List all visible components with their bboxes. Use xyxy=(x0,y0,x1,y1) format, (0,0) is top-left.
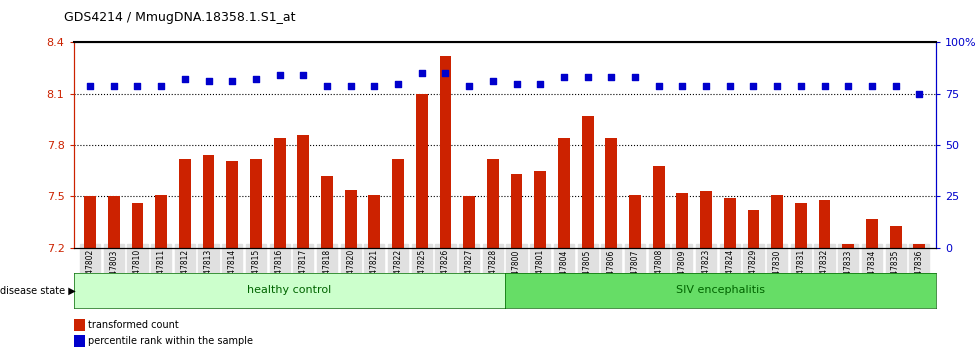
Bar xyxy=(818,200,830,248)
Bar xyxy=(250,159,262,248)
Bar xyxy=(345,190,357,248)
Point xyxy=(224,79,240,84)
Text: healthy control: healthy control xyxy=(247,285,331,295)
Point xyxy=(816,83,832,88)
Point xyxy=(651,83,666,88)
Bar xyxy=(629,195,641,248)
Point xyxy=(485,79,501,84)
Bar xyxy=(416,94,427,248)
Point xyxy=(296,73,312,78)
Point xyxy=(722,83,738,88)
Text: SIV encephalitis: SIV encephalitis xyxy=(676,285,764,295)
Bar xyxy=(297,135,310,248)
Bar xyxy=(226,161,238,248)
Bar xyxy=(368,195,380,248)
Point xyxy=(367,83,382,88)
Point xyxy=(698,83,713,88)
Bar xyxy=(179,159,191,248)
Bar xyxy=(866,219,878,248)
Point xyxy=(674,83,690,88)
Bar xyxy=(606,138,617,248)
Point xyxy=(201,79,217,84)
Text: percentile rank within the sample: percentile rank within the sample xyxy=(88,336,253,346)
Point xyxy=(319,83,335,88)
Text: transformed count: transformed count xyxy=(88,320,179,330)
Point xyxy=(177,76,193,82)
Bar xyxy=(700,191,712,248)
Point xyxy=(153,83,169,88)
Bar xyxy=(724,198,736,248)
Bar xyxy=(131,203,143,248)
Bar xyxy=(155,195,167,248)
Point xyxy=(129,83,145,88)
Point xyxy=(911,91,927,97)
Point xyxy=(106,83,122,88)
Point xyxy=(580,75,596,80)
Point xyxy=(627,75,643,80)
Bar xyxy=(843,244,855,248)
Point xyxy=(793,83,808,88)
Bar xyxy=(771,195,783,248)
Bar xyxy=(748,210,760,248)
Text: GDS4214 / MmugDNA.18358.1.S1_at: GDS4214 / MmugDNA.18358.1.S1_at xyxy=(64,11,295,24)
Bar xyxy=(273,138,285,248)
Bar xyxy=(321,176,333,248)
Point xyxy=(864,83,880,88)
Bar xyxy=(676,193,688,248)
Bar xyxy=(795,203,807,248)
Point xyxy=(556,75,571,80)
Bar xyxy=(84,196,96,248)
Point xyxy=(769,83,785,88)
Point xyxy=(841,83,857,88)
Point xyxy=(604,75,619,80)
Point xyxy=(888,83,904,88)
Bar xyxy=(582,116,594,248)
Bar xyxy=(534,171,546,248)
Point xyxy=(248,76,264,82)
Text: disease state ▶: disease state ▶ xyxy=(0,285,75,295)
Bar xyxy=(487,159,499,248)
Point xyxy=(390,81,406,86)
Point xyxy=(462,83,477,88)
Point xyxy=(271,73,287,78)
Bar xyxy=(108,196,120,248)
Bar xyxy=(558,138,569,248)
Bar xyxy=(653,166,664,248)
Point xyxy=(532,81,548,86)
Bar xyxy=(392,159,404,248)
Bar xyxy=(203,155,215,248)
Bar xyxy=(464,196,475,248)
Point xyxy=(343,83,359,88)
Bar xyxy=(511,174,522,248)
Bar xyxy=(440,56,452,248)
Point xyxy=(509,81,524,86)
Point xyxy=(414,70,429,76)
Bar xyxy=(913,244,925,248)
Point xyxy=(746,83,761,88)
Point xyxy=(82,83,98,88)
Point xyxy=(438,70,454,76)
Bar xyxy=(890,225,902,248)
